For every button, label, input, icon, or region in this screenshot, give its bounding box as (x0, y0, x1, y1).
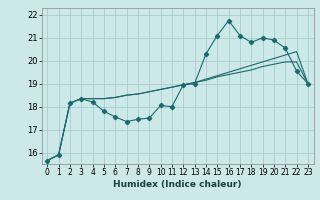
X-axis label: Humidex (Indice chaleur): Humidex (Indice chaleur) (113, 180, 242, 189)
